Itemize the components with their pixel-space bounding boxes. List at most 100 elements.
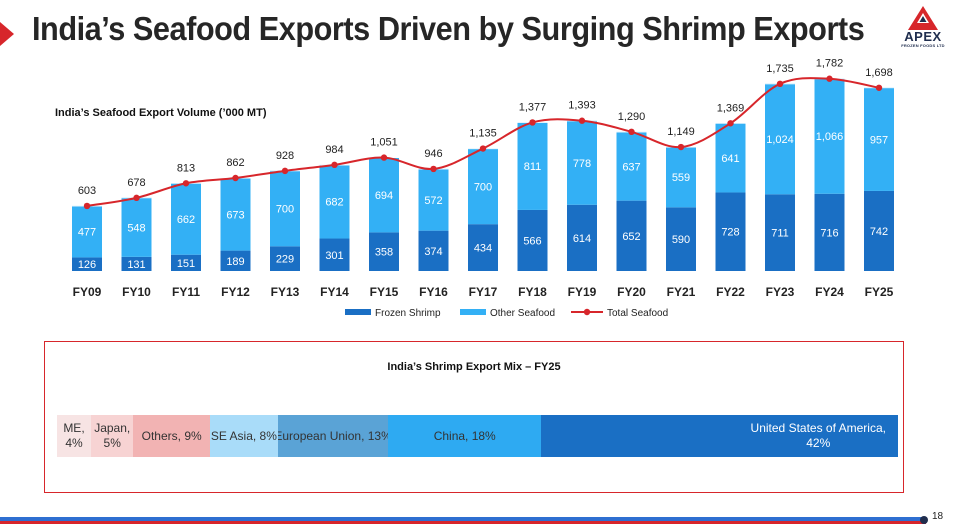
label-frozen-shrimp-fy11: 151 (177, 258, 195, 270)
label-other-seafood-fy21: 559 (672, 172, 690, 184)
mix-segment-label: China, 18% (433, 428, 496, 443)
total-label-fy12: 862 (226, 157, 244, 169)
label-other-seafood-fy09: 477 (78, 227, 96, 239)
bar-other-seafood-fy19 (567, 120, 597, 205)
total-point-fy11 (182, 180, 190, 187)
total-label-fy24: 1,782 (816, 58, 844, 70)
total-label-fy14: 984 (325, 144, 343, 156)
legend-marker-total-seafood (583, 308, 591, 316)
total-point-fy13 (281, 167, 289, 175)
label-frozen-shrimp-fy24: 716 (820, 227, 838, 239)
total-point-fy14 (331, 161, 338, 169)
bar-other-seafood-fy11 (171, 183, 201, 255)
label-other-seafood-fy13: 700 (276, 204, 294, 216)
total-point-fy15 (380, 154, 388, 161)
apex-logo-mark-icon (908, 6, 938, 30)
x-tick-fy20: FY20 (617, 285, 646, 299)
total-label-fy11: 813 (177, 162, 195, 174)
logo-subtitle: FROZEN FOODS LTD (901, 43, 945, 48)
bar-other-seafood-fy18 (517, 122, 548, 210)
legend-label-frozen-shrimp: Frozen Shrimp (375, 308, 441, 319)
footer-blue-line (0, 517, 926, 521)
label-frozen-shrimp-fy23: 711 (771, 228, 789, 240)
bar-frozen-shrimp-fy16 (418, 230, 449, 271)
mix-segment-label: United States of America, 42% (750, 421, 886, 450)
bar-frozen-shrimp-fy13 (270, 246, 300, 271)
label-other-seafood-fy19: 778 (573, 158, 591, 170)
label-frozen-shrimp-fy14: 301 (325, 250, 343, 262)
total-point-fy17 (479, 145, 487, 152)
label-other-seafood-fy10: 548 (127, 222, 145, 234)
mix-segment-me: ME, 4% (57, 415, 91, 457)
x-tick-fy10: FY10 (122, 285, 151, 299)
bar-frozen-shrimp-fy20 (616, 200, 647, 271)
label-frozen-shrimp-fy10: 131 (127, 259, 145, 271)
x-tick-fy19: FY19 (568, 285, 597, 299)
x-tick-fy23: FY23 (766, 285, 795, 299)
total-point-fy16 (430, 165, 437, 173)
page-number: 18 (932, 511, 944, 522)
mix-segment-label: Japan, 5% (94, 421, 131, 450)
total-point-fy18 (529, 119, 536, 126)
mix-segment-se-asia: SE Asia, 8% (209, 415, 278, 457)
total-point-fy21 (677, 143, 685, 151)
x-tick-fy11: FY11 (172, 285, 200, 299)
total-point-fy23 (776, 80, 784, 88)
mix-segment-label: SE Asia, 8% (210, 428, 277, 443)
bar-frozen-shrimp-fy18 (517, 209, 548, 271)
legend-swatch-other-seafood (460, 309, 486, 315)
total-point-fy19 (578, 117, 586, 124)
total-point-fy10 (133, 194, 140, 202)
bar-frozen-shrimp-fy22 (715, 192, 746, 271)
label-other-seafood-fy11: 662 (177, 214, 195, 226)
x-tick-fy21: FY21 (667, 285, 696, 299)
bar-frozen-shrimp-fy19 (567, 204, 597, 271)
seafood-export-chart: 126 477 FY09 131 548 FY10 151 662 FY11 189 673 FY12… (72, 58, 894, 319)
label-other-seafood-fy16: 572 (424, 195, 442, 207)
mix-segment-china: China, 18% (388, 415, 542, 457)
bar-other-seafood-fy17 (468, 148, 498, 225)
mix-segment-others: Others, 9% (133, 415, 210, 457)
bar-frozen-shrimp-fy15 (369, 232, 399, 271)
bar-frozen-shrimp-fy25 (864, 190, 894, 271)
bar-frozen-shrimp-fy12 (220, 250, 251, 271)
legend-label-other-seafood: Other Seafood (490, 308, 555, 319)
x-tick-fy24: FY24 (815, 285, 844, 299)
bar-other-seafood-fy13 (270, 170, 300, 247)
mix-segment-label: Others, 9% (141, 428, 202, 443)
bar-other-seafood-fy14 (319, 164, 350, 239)
mix-segment-label: ME, 4% (63, 421, 85, 450)
label-other-seafood-fy14: 682 (325, 197, 343, 209)
x-tick-fy16: FY16 (419, 285, 448, 299)
bar-frozen-shrimp-fy24 (814, 193, 845, 271)
label-frozen-shrimp-fy09: 126 (78, 259, 96, 271)
x-tick-fy25: FY25 (865, 285, 894, 299)
label-frozen-shrimp-fy17: 434 (474, 243, 492, 255)
total-label-fy19: 1,393 (568, 100, 596, 112)
legend-swatch-frozen-shrimp (345, 309, 371, 315)
bar-frozen-shrimp-fy09 (72, 257, 102, 271)
label-frozen-shrimp-fy25: 742 (870, 226, 888, 238)
total-label-fy21: 1,149 (667, 126, 695, 138)
x-tick-fy12: FY12 (221, 285, 250, 299)
total-point-fy25 (875, 84, 883, 91)
bar-frozen-shrimp-fy10 (121, 256, 152, 271)
label-frozen-shrimp-fy19: 614 (573, 233, 591, 245)
bar-frozen-shrimp-fy21 (666, 207, 696, 271)
label-other-seafood-fy12: 673 (226, 209, 244, 221)
mix-segment-european-union: European Union, 13% (277, 415, 389, 457)
mix-segment-label: European Union, 13% (277, 428, 389, 443)
total-label-fy13: 928 (276, 150, 294, 162)
bar-other-seafood-fy12 (220, 177, 251, 251)
footer-red-line (0, 521, 926, 524)
label-frozen-shrimp-fy15: 358 (375, 247, 393, 259)
label-other-seafood-fy24: 1,066 (816, 131, 844, 143)
total-point-fy24 (826, 75, 833, 82)
x-tick-fy15: FY15 (370, 285, 399, 299)
bar-other-seafood-fy23 (765, 83, 795, 195)
bar-frozen-shrimp-fy17 (468, 224, 498, 271)
x-tick-fy17: FY17 (469, 285, 498, 299)
bar-frozen-shrimp-fy14 (319, 238, 350, 271)
total-label-fy17: 1,135 (469, 128, 497, 140)
label-other-seafood-fy15: 694 (375, 190, 393, 202)
